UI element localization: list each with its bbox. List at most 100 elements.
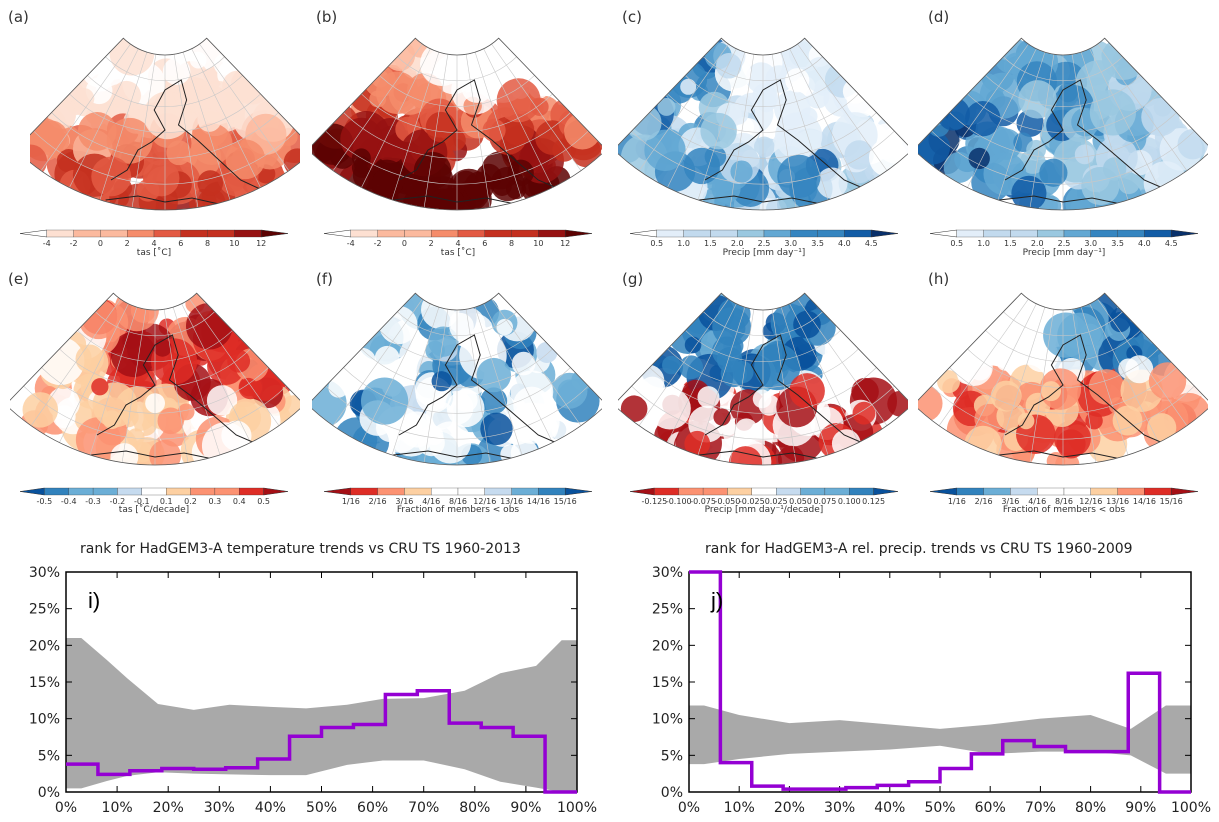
colorbar-tick-label: 8 — [509, 239, 514, 248]
rank-histogram — [66, 689, 577, 794]
colorbar-arrow-left — [323, 229, 352, 238]
panel-label: i) — [88, 588, 100, 613]
map-field — [618, 293, 908, 466]
hist-j-title: rank for HadGEM3-A rel. precip. trends v… — [705, 541, 1133, 557]
colorbar-segment — [1144, 487, 1172, 496]
map-field — [312, 293, 602, 466]
colorbar-arrow-left — [323, 487, 352, 496]
map-f — [312, 292, 602, 466]
colorbar-tick-label: 10 — [533, 239, 543, 248]
colorbar-segment — [1090, 229, 1118, 238]
rank-histogram — [689, 570, 1191, 794]
colorbar-tick-label: 0.2 — [184, 497, 197, 506]
colorbar-segment — [1144, 229, 1172, 238]
colorbar-segment — [824, 487, 850, 496]
colorbar-tick-label: -0.5 — [37, 497, 53, 506]
hist-j: 0% 5% 10% 15% 20% 25% 30% 0% 10% 20% 30% 40% 50% 60% 7… — [652, 565, 1211, 816]
spread-band — [689, 705, 1191, 774]
colorbar-h-title: Fraction of members < obs — [1002, 505, 1126, 515]
colorbar-segment — [678, 487, 704, 496]
colorbar-segment — [800, 487, 826, 496]
x-tick-label: 30% — [204, 800, 235, 816]
colorbar-tick-label: 8/16 — [1055, 497, 1073, 506]
colorbar-tick-label: 1.0 — [677, 239, 690, 248]
colorbar-segment — [377, 487, 405, 496]
map-outline — [312, 37, 602, 211]
y-tick-label: 10% — [652, 712, 683, 728]
colorbar-segment — [431, 487, 459, 496]
colorbar-b-title: tas [˚C] — [440, 248, 476, 258]
colorbar-segment — [737, 229, 765, 238]
colorbar-segment — [702, 487, 728, 496]
colorbar-segment — [350, 487, 378, 496]
colorbar-tick-label: 3.0 — [784, 239, 797, 248]
colorbar-tick-label: 15/16 — [554, 497, 577, 506]
colorbar-tick-label: -0.2 — [110, 497, 126, 506]
map-field — [30, 38, 300, 211]
colorbar-segment — [763, 229, 791, 238]
colorbar-segment — [207, 229, 235, 238]
colorbar-segment — [214, 487, 240, 496]
colorbar-tick-label: 2 — [125, 239, 130, 248]
colorbar-segment — [817, 229, 845, 238]
map-field — [918, 38, 1208, 211]
colorbar-segment — [683, 229, 711, 238]
colorbar-tick-label: 15/16 — [1160, 497, 1183, 506]
colorbar-tick-label: 0.100 — [838, 497, 861, 506]
colorbar-segment — [180, 229, 208, 238]
colorbar-tick-label: -4 — [347, 239, 355, 248]
hist-i-title: rank for HadGEM3-A temperature trends vs… — [80, 541, 521, 557]
colorbar-arrow-right — [1170, 487, 1199, 496]
colorbar-segment — [1037, 487, 1065, 496]
colorbar-segment — [100, 229, 128, 238]
colorbar-tick-label: 4 — [151, 239, 156, 248]
colorbar-c: 0.5 1.0 1.5 2.0 2.5 3.0 3.5 4.0 4.5 — [629, 229, 899, 248]
colorbar-segment — [117, 487, 142, 496]
x-tick-label: 60% — [357, 800, 388, 816]
map-outline — [618, 37, 908, 211]
colorbar-arrow-right — [870, 229, 899, 238]
map-outline — [10, 292, 300, 466]
colorbar-segment — [1010, 487, 1038, 496]
colorbar-tick-label: 6 — [482, 239, 487, 248]
colorbar-segment — [1090, 487, 1118, 496]
y-tick-label: 0% — [661, 785, 683, 801]
y-tick-label: 20% — [652, 638, 683, 654]
colorbar-tick-label: 1.5 — [1004, 239, 1017, 248]
colorbar-segment — [776, 487, 801, 496]
colorbar-segment — [538, 229, 566, 238]
y-tick-label: 25% — [652, 602, 683, 618]
colorbar-segment — [92, 487, 118, 496]
colorbar-segment — [377, 229, 405, 238]
colorbar-tick-label: -0.025 — [739, 497, 765, 506]
map-field — [618, 38, 908, 211]
y-tick-label: 15% — [652, 675, 683, 691]
colorbar-segment — [849, 487, 874, 496]
x-tick-label: 70% — [1025, 800, 1056, 816]
colorbar-tick-label: 1.0 — [977, 239, 990, 248]
colorbar-segment — [141, 487, 167, 496]
colorbar-segment — [844, 229, 872, 238]
colorbar-tick-label: 13/16 — [1106, 497, 1129, 506]
colorbar-tick-label: 8/16 — [449, 497, 467, 506]
panel-label-d: (d) — [928, 8, 950, 26]
colorbar-tick-label: 2/16 — [369, 497, 387, 506]
colorbar-tick-label: 2.5 — [1058, 239, 1071, 248]
colorbar-segment — [538, 487, 566, 496]
map-h — [918, 292, 1208, 466]
x-tick-label: 80% — [1075, 800, 1106, 816]
colorbar-tick-label: -2 — [70, 239, 78, 248]
x-tick-label: 90% — [1125, 800, 1156, 816]
colorbar-segment — [727, 487, 752, 496]
colorbar-segment — [484, 229, 512, 238]
colorbar-segment — [983, 229, 1011, 238]
panel-label-a: (a) — [8, 8, 29, 26]
x-tick-label: 40% — [255, 800, 286, 816]
colorbar-tick-label: 0 — [98, 239, 103, 248]
panel-label: j) — [710, 588, 723, 613]
colorbar-tick-label: 14/16 — [527, 497, 550, 506]
colorbar-tick-label: 2/16 — [975, 497, 993, 506]
colorbar-g: -0.125-0.100-0.075-0.050-0.025 0.025 0.050… — [629, 487, 899, 506]
colorbar-e: -0.5 -0.4 -0.3 -0.2 -0.1 0.1 0.2 0.3 0.4 0.5 — [19, 487, 289, 506]
hist-i: 0% 5% 10% 15% 20% 25% 30% 0% 10% 20% 30% 40% 50% 60% 7… — [29, 565, 597, 816]
